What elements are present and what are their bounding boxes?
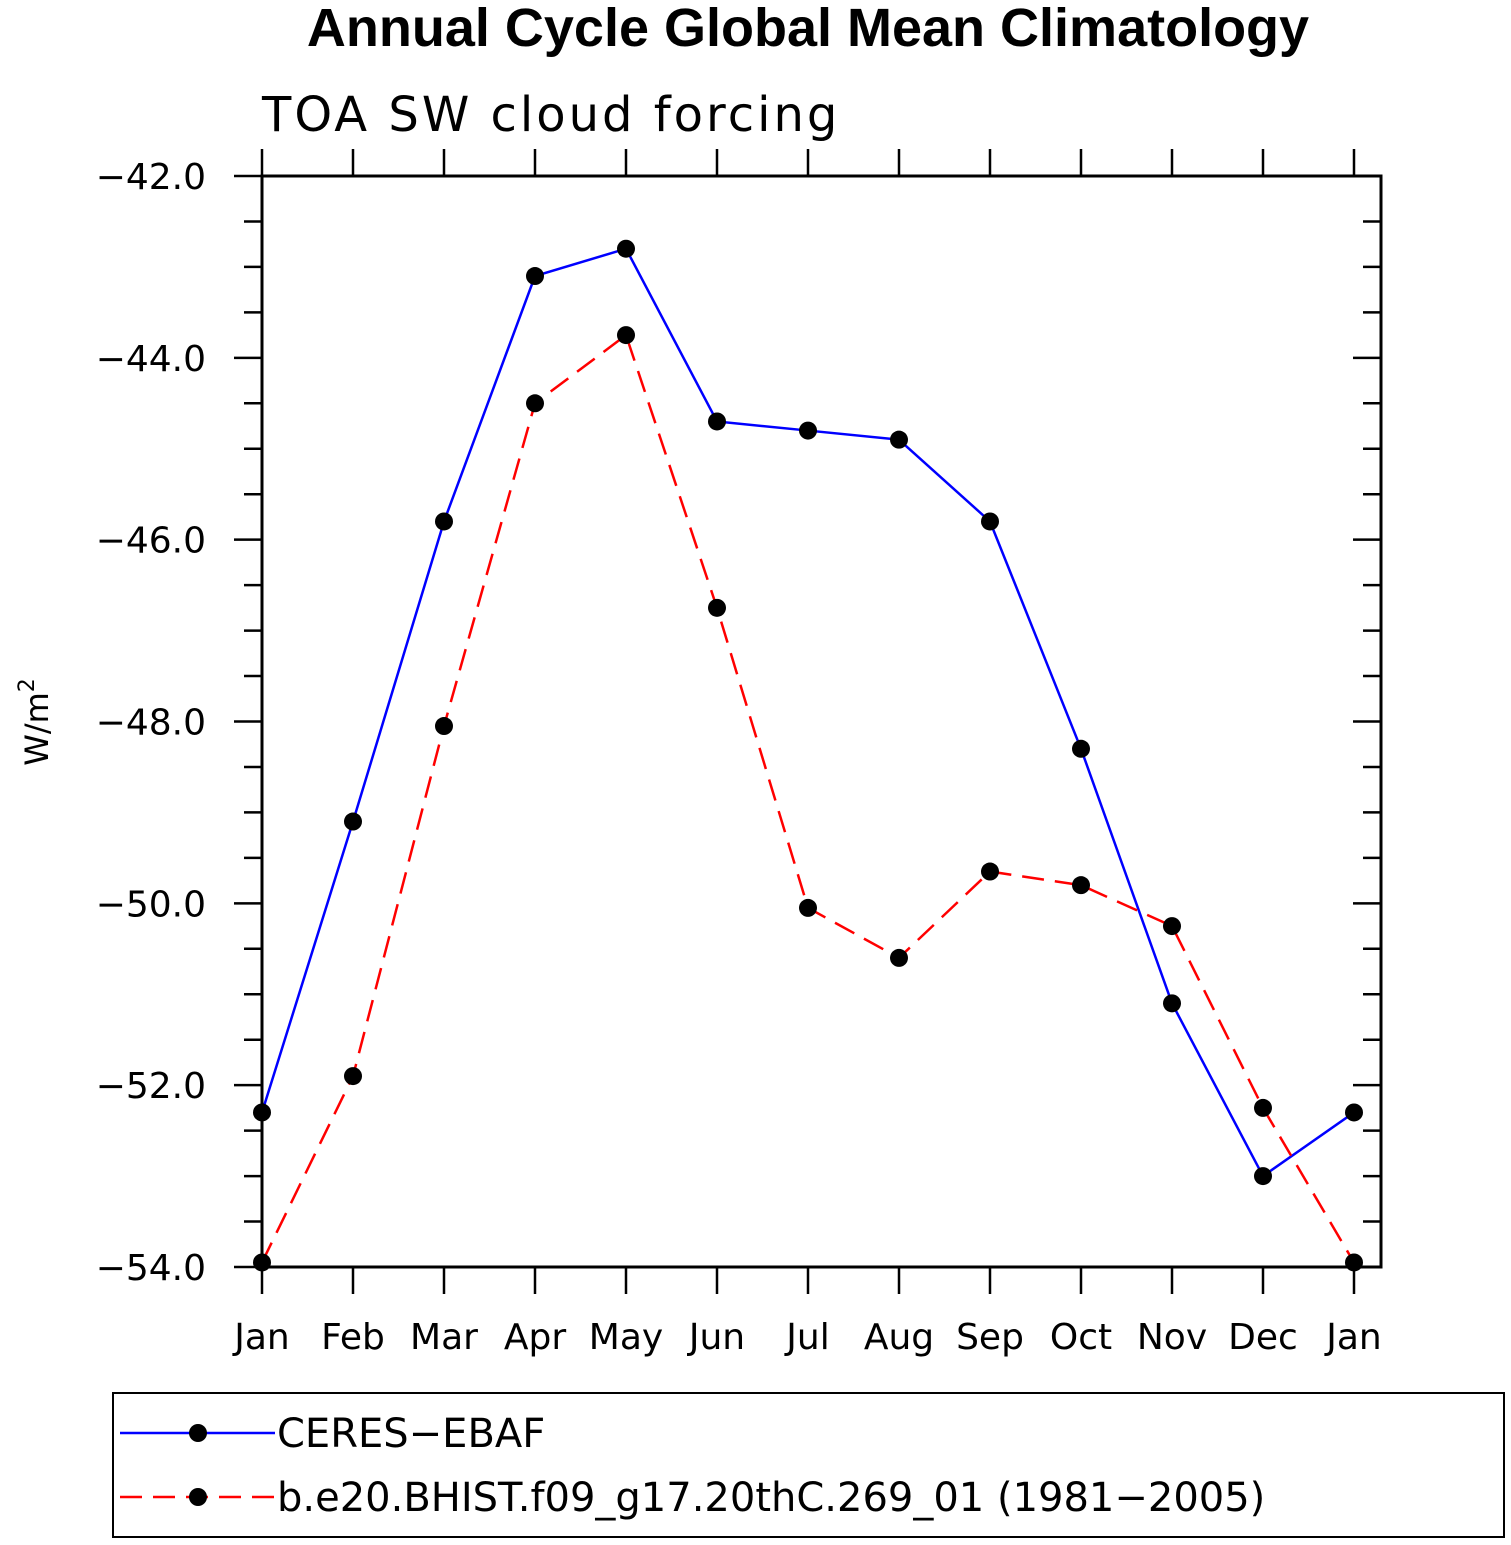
series-1-point [890,948,908,967]
y-axis-label-text: W/m [18,692,56,766]
x-tick-label: Aug [864,1317,934,1358]
series-layer [253,239,1363,1272]
x-tick-label: May [589,1317,663,1358]
series-line-0 [260,247,1355,1178]
series-line-1 [260,333,1356,1264]
legend-items: CERES−EBAF b.e20.BHIST.f09_g17.20thC.269_… [120,1411,1265,1521]
series-0-point [1072,739,1090,758]
x-tick-label: Jul [784,1317,829,1358]
chart-subtitle: TOA SW cloud forcing [261,87,840,143]
series-1-point [526,394,544,413]
series-0-point [890,430,908,449]
series-0-point [617,239,635,258]
series-0-point [981,512,999,531]
legend-label-0: CERES−EBAF [277,1411,545,1457]
series-0-point [1254,1167,1272,1186]
y-tick-label: −50.0 [96,884,206,925]
x-tick-label: Mar [410,1317,478,1358]
x-tick-label: Jun [687,1317,745,1358]
labels-layer: −54.0 −52.0 −50.0 −48.0 −46.0 −44.0 −42.0 Jan Fe… [96,157,1382,1358]
x-tick-label: Sep [956,1317,1024,1358]
y-tick-label: −48.0 [96,703,206,744]
legend-label-1: b.e20.BHIST.f09_g17.20thC.269_01 (1981−2… [277,1475,1265,1521]
series-1-point [1163,917,1181,936]
series-1-point [981,862,999,881]
legend-marker-0 [189,1424,207,1442]
series-1-point [799,898,817,917]
series-1-point [1254,1098,1272,1117]
y-axis-label-superscript: 2 [15,678,40,692]
x-tick-label: Apr [504,1317,566,1358]
series-0-point [708,412,726,431]
series-0-point [526,267,544,286]
y-tick-label: −46.0 [96,521,206,562]
legend-marker-1 [189,1488,207,1506]
x-tick-label: Feb [321,1317,385,1358]
series-1-point [344,1067,362,1086]
x-tick-label: Dec [1228,1317,1298,1358]
series-0-point [435,512,453,531]
series-0-point [1345,1103,1363,1122]
series-1-point [617,326,635,345]
legend-box [112,1392,1505,1538]
x-tick-label: Jan [232,1317,290,1358]
series-0-point [344,812,362,831]
chart-title: Annual Cycle Global Mean Climatology [307,0,1309,58]
plot-frame [260,174,1383,1269]
series-0-point [1163,994,1181,1013]
y-tick-label: −42.0 [96,157,206,198]
x-tick-label: Jan [1324,1317,1382,1358]
svg-text:W/m2: W/m2 [15,678,56,766]
series-0-point [799,421,817,440]
ticks-layer [234,149,1381,1294]
series-1-point [435,717,453,736]
series-1-point [1345,1253,1363,1272]
x-tick-label: Nov [1137,1317,1207,1358]
y-tick-label: −54.0 [96,1248,206,1289]
series-1-point [708,598,726,617]
legend: CERES−EBAF b.e20.BHIST.f09_g17.20thC.269_… [112,1392,1505,1538]
y-tick-label: −44.0 [96,339,206,380]
x-tick-label: Oct [1050,1317,1112,1358]
y-axis-label: W/m2 [15,678,56,766]
y-tick-label: −52.0 [96,1066,206,1107]
series-1-point [1072,876,1090,895]
